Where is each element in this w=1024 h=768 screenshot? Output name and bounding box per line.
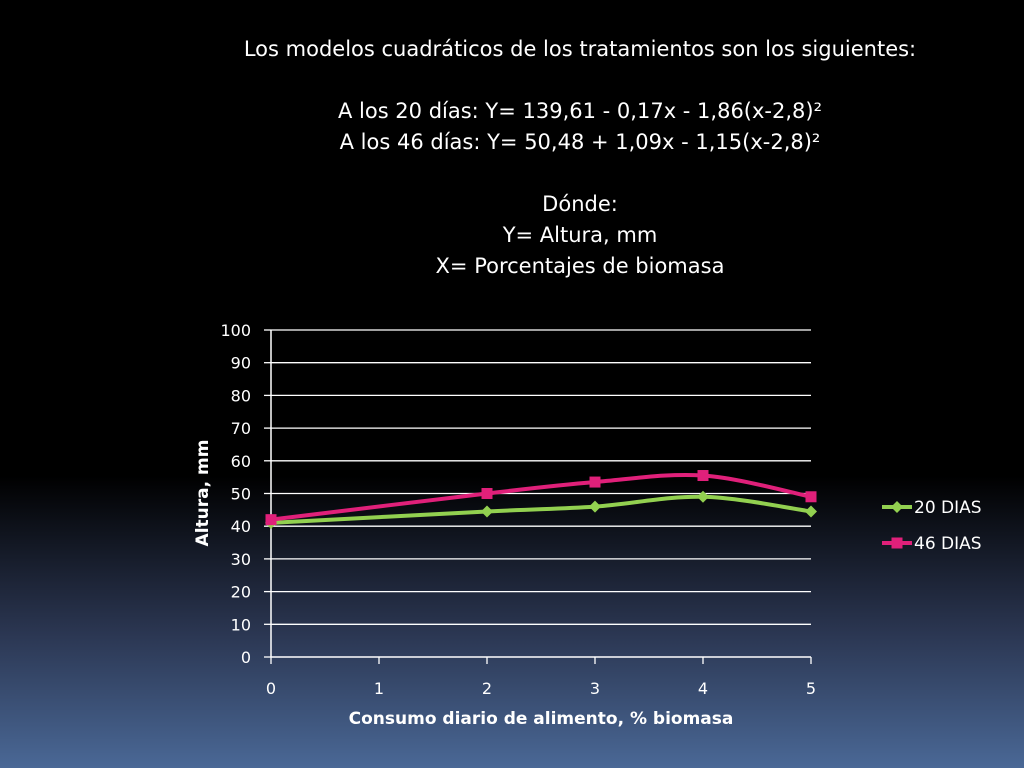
data-point-20-dias (805, 505, 817, 518)
y-tick-label: 80 (231, 386, 251, 405)
x-tick-label: 5 (806, 679, 816, 698)
legend-entry-46-dias: 46 DIAS (882, 534, 982, 554)
x-tick-label: 0 (266, 679, 276, 698)
y-tick-label: 70 (231, 419, 251, 438)
y-tick-label: 100 (220, 321, 251, 340)
data-point-20-dias (589, 500, 601, 513)
model-20-days: A los 20 días: Y= 139,61 - 0,17x - 1,86(… (337, 99, 823, 123)
series-line-46-dias (269, 472, 813, 522)
y-axis-title: Altura, mm (193, 440, 213, 547)
x-tick-label: 2 (482, 679, 492, 698)
x-axis-title: Consumo diario de alimento, % biomasa (349, 709, 734, 729)
slide-heading: Los modelos cuadráticos de los tratamien… (243, 37, 917, 61)
x-tick-label: 3 (590, 679, 600, 698)
x-tick-label: 1 (374, 679, 384, 698)
series-20-dias (265, 490, 817, 529)
y-tick-label: 0 (241, 648, 251, 667)
y-tick-label: 10 (231, 615, 251, 634)
slide-text-block: Los modelos cuadráticos de los tratamien… (0, 34, 1024, 282)
legend-entry-20-dias: 20 DIAS (882, 498, 982, 518)
y-tick-label: 20 (231, 583, 251, 602)
x-tick-label: 4 (698, 679, 708, 698)
where-label: Dónde: (542, 192, 618, 216)
data-point-46-dias (805, 491, 817, 503)
data-point-20-dias (697, 490, 709, 503)
series-line-20-dias (269, 494, 813, 525)
data-point-46-dias (481, 488, 493, 499)
series (265, 470, 817, 529)
axis-titles: Consumo diario de alimento, % biomasa Al… (193, 440, 733, 729)
y-definition: Y= Altura, mm (502, 223, 658, 247)
gridlines (271, 329, 811, 625)
data-point-20-dias (481, 505, 493, 518)
legend-label: 20 DIAS (914, 498, 982, 518)
data-point-46-dias (265, 514, 277, 526)
data-point-46-dias (697, 470, 709, 482)
x-definition: X= Porcentajes de biomasa (435, 254, 725, 278)
legend-label: 46 DIAS (914, 534, 982, 554)
y-tick-label: 60 (231, 452, 251, 471)
axes (264, 329, 812, 664)
series-46-dias (265, 470, 817, 526)
legend-swatch-marker (891, 501, 903, 513)
y-tick-label: 50 (231, 485, 251, 504)
y-tick-label: 90 (231, 354, 251, 373)
model-46-days: A los 46 días: Y= 50,48 + 1,09x - 1,15(x… (339, 130, 821, 154)
legend: 20 DIAS 46 DIAS (882, 498, 982, 554)
data-point-46-dias (589, 476, 601, 488)
y-tick-label: 30 (231, 550, 251, 569)
y-tick-label: 40 (231, 517, 251, 536)
tick-labels: 0 10 20 30 40 50 60 70 80 90 100 0 1 2 3 4 5 (220, 321, 816, 698)
legend-swatch-marker (891, 537, 903, 549)
